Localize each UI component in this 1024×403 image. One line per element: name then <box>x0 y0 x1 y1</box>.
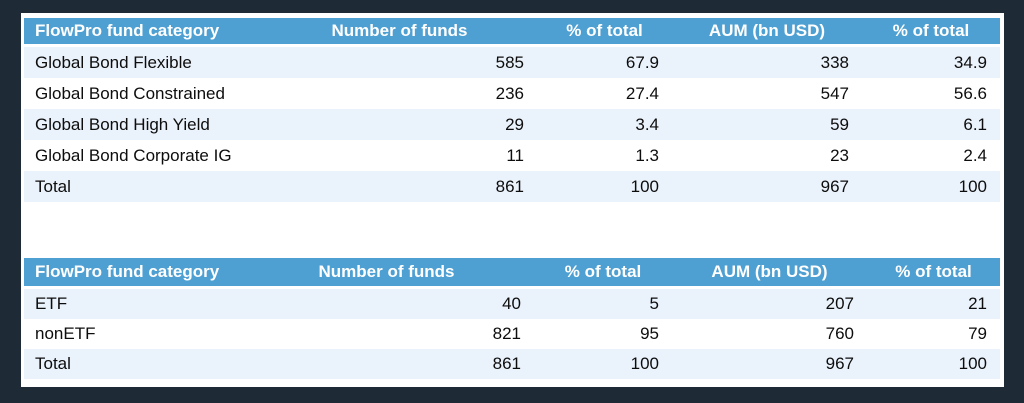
category-cell: Global Bond High Yield <box>35 114 210 134</box>
column-header-pct-of-total-funds: % of total <box>534 258 672 289</box>
aum-cell: 59 <box>830 114 849 134</box>
pct-aum-cell: 100 <box>958 354 987 373</box>
total-row: Total 861 100 967 100 <box>24 349 1000 379</box>
table-row: Global Bond Flexible 585 67.9 338 34.9 <box>24 45 1000 78</box>
table-row: Global Bond High Yield 29 3.4 59 6.1 <box>24 109 1000 140</box>
num-funds-cell: 585 <box>495 52 524 72</box>
etf-breakdown-table: FlowPro fund category Number of funds % … <box>24 258 1000 379</box>
category-cell: Global Bond Constrained <box>35 83 225 103</box>
pct-aum-cell: 56.6 <box>953 83 987 103</box>
pct-funds-cell: 3.4 <box>635 114 659 134</box>
table-row: nonETF 821 95 760 79 <box>24 319 1000 349</box>
column-header-pct-of-total-aum: % of total <box>862 18 1000 47</box>
column-header-number-of-funds: Number of funds <box>239 258 534 289</box>
column-header-category: FlowPro fund category <box>24 18 262 47</box>
pct-funds-cell: 100 <box>630 354 659 373</box>
pct-aum-cell: 21 <box>968 294 987 313</box>
aum-cell: 760 <box>825 324 854 343</box>
num-funds-cell: 821 <box>492 324 521 343</box>
aum-cell: 338 <box>820 52 849 72</box>
num-funds-cell: 236 <box>495 83 524 103</box>
category-cell: ETF <box>35 294 68 313</box>
pct-funds-cell: 1.3 <box>635 145 659 165</box>
aum-cell: 967 <box>820 176 849 196</box>
content-panel: FlowPro fund category Number of funds % … <box>21 13 1004 387</box>
aum-cell: 547 <box>820 83 849 103</box>
column-header-pct-of-total-funds: % of total <box>537 18 672 47</box>
table-row: Global Bond Corporate IG 11 1.3 23 2.4 <box>24 140 1000 171</box>
column-header-number-of-funds: Number of funds <box>262 18 537 47</box>
pct-funds-cell: 5 <box>649 294 659 313</box>
header-row: FlowPro fund category Number of funds % … <box>24 258 1000 289</box>
category-cell: nonETF <box>35 324 96 343</box>
pct-funds-cell: 27.4 <box>625 83 659 103</box>
header-row: FlowPro fund category Number of funds % … <box>24 18 1000 47</box>
table-row: ETF 40 5 207 21 <box>24 287 1000 319</box>
pct-aum-cell: 100 <box>958 176 987 196</box>
aum-cell: 23 <box>830 145 849 165</box>
aum-cell: 967 <box>825 354 854 373</box>
total-row: Total 861 100 967 100 <box>24 171 1000 202</box>
category-cell: Global Bond Flexible <box>35 52 192 72</box>
aum-cell: 207 <box>825 294 854 313</box>
pct-aum-cell: 6.1 <box>963 114 987 134</box>
column-header-category: FlowPro fund category <box>24 258 239 289</box>
pct-aum-cell: 79 <box>968 324 987 343</box>
pct-aum-cell: 34.9 <box>953 52 987 72</box>
num-funds-cell: 861 <box>495 176 524 196</box>
num-funds-cell: 29 <box>505 114 524 134</box>
pct-funds-cell: 67.9 <box>625 52 659 72</box>
category-cell: Total <box>35 354 71 373</box>
num-funds-cell: 861 <box>492 354 521 373</box>
category-cell: Total <box>35 176 71 196</box>
pct-funds-cell: 100 <box>630 176 659 196</box>
category-cell: Global Bond Corporate IG <box>35 145 232 165</box>
pct-aum-cell: 2.4 <box>963 145 987 165</box>
pct-funds-cell: 95 <box>640 324 659 343</box>
column-header-aum: AUM (bn USD) <box>672 258 867 289</box>
column-header-pct-of-total-aum: % of total <box>867 258 1000 289</box>
num-funds-cell: 11 <box>506 145 524 165</box>
num-funds-cell: 40 <box>502 294 521 313</box>
fund-category-table: FlowPro fund category Number of funds % … <box>24 18 1000 202</box>
column-header-aum: AUM (bn USD) <box>672 18 862 47</box>
table-row: Global Bond Constrained 236 27.4 547 56.… <box>24 78 1000 109</box>
